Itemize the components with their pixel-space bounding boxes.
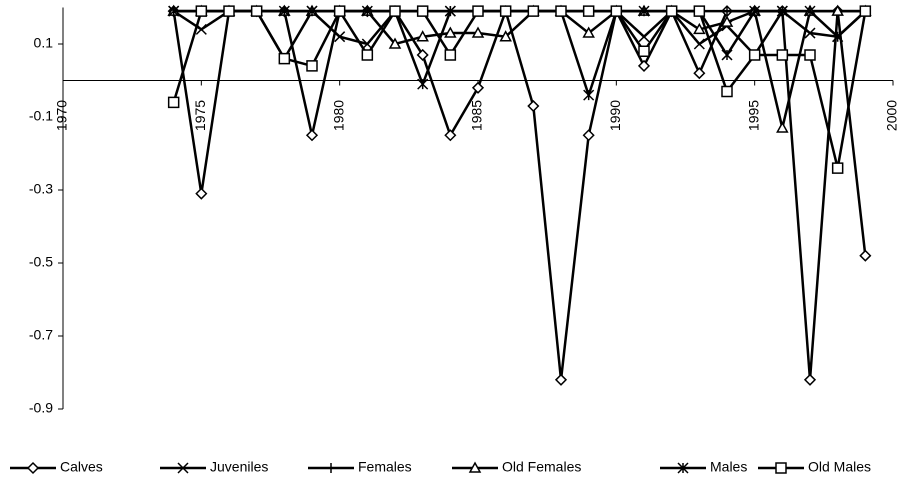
point [223, 5, 235, 17]
point [804, 5, 816, 17]
legend-label: Juveniles [210, 459, 268, 475]
point [334, 31, 346, 43]
point [472, 5, 484, 17]
point [638, 5, 650, 17]
point [748, 49, 761, 61]
point [637, 59, 651, 72]
point [610, 5, 623, 17]
point [444, 129, 457, 142]
point [554, 373, 568, 386]
point [250, 5, 263, 17]
point [389, 5, 401, 17]
point [693, 5, 706, 17]
y-tick-label: -0.5 [29, 254, 53, 270]
point [804, 49, 816, 61]
point [831, 162, 844, 174]
point [831, 4, 844, 16]
x-tick-label: 1985 [469, 100, 485, 131]
point [693, 22, 706, 35]
point [527, 5, 540, 17]
x-tick-label: 1995 [745, 100, 761, 131]
y-tick-label: 0.1 [34, 35, 54, 51]
point [306, 5, 318, 17]
point [721, 85, 733, 98]
series-line [172, 8, 867, 169]
point [417, 78, 429, 90]
series-line [172, 9, 867, 62]
legend-label: Old Males [808, 459, 871, 475]
point [665, 5, 678, 17]
point [638, 31, 650, 43]
point [416, 30, 429, 42]
point [305, 129, 319, 142]
point [582, 26, 595, 38]
point [278, 5, 290, 17]
point [444, 26, 457, 38]
point [776, 5, 788, 17]
point [195, 187, 208, 200]
point [444, 5, 456, 17]
point [416, 5, 429, 17]
point [499, 5, 512, 17]
y-tick-label: -0.3 [29, 181, 53, 197]
legend-label: Males [710, 459, 747, 475]
y-tick-label: -0.1 [29, 108, 53, 124]
legend-marker [326, 463, 336, 473]
point [693, 38, 705, 50]
point [527, 99, 540, 113]
point [499, 30, 512, 42]
x-tick-label: 1980 [330, 100, 346, 131]
point [195, 5, 208, 17]
point [720, 15, 734, 27]
point [693, 67, 706, 80]
series-line [172, 7, 867, 380]
point [776, 49, 789, 61]
point [361, 5, 373, 17]
legend-label: Calves [60, 459, 103, 475]
point [416, 48, 429, 62]
y-tick-label: -0.9 [29, 400, 53, 416]
legend-marker [26, 461, 40, 475]
point [638, 45, 650, 58]
point [722, 6, 732, 17]
point [749, 5, 761, 17]
point [582, 129, 595, 142]
point [306, 60, 318, 72]
point [361, 49, 374, 61]
x-tick-label: 1970 [54, 100, 70, 131]
y-tick-label: -0.7 [29, 327, 53, 343]
legend-marker [677, 462, 689, 474]
point [444, 49, 457, 61]
point [721, 49, 733, 61]
legend-label: Old Females [502, 459, 581, 475]
x-tick-label: 2000 [884, 100, 900, 131]
point [168, 5, 180, 17]
point [859, 5, 872, 17]
x-tick-label: 1975 [192, 100, 208, 131]
point [555, 5, 567, 17]
point [388, 37, 402, 49]
point [167, 96, 180, 109]
legend-marker [177, 462, 189, 474]
x-tick-label: 1990 [607, 100, 623, 131]
point [333, 5, 346, 17]
point [803, 373, 817, 386]
series-line [173, 9, 866, 129]
point [471, 26, 485, 38]
point [582, 5, 595, 17]
legend-label: Females [358, 459, 412, 475]
point [471, 81, 485, 94]
point [583, 89, 595, 101]
point [278, 52, 291, 65]
point [832, 31, 844, 43]
legend-marker [468, 461, 482, 473]
point [859, 249, 872, 262]
legend-marker [775, 462, 787, 474]
point [776, 121, 789, 133]
